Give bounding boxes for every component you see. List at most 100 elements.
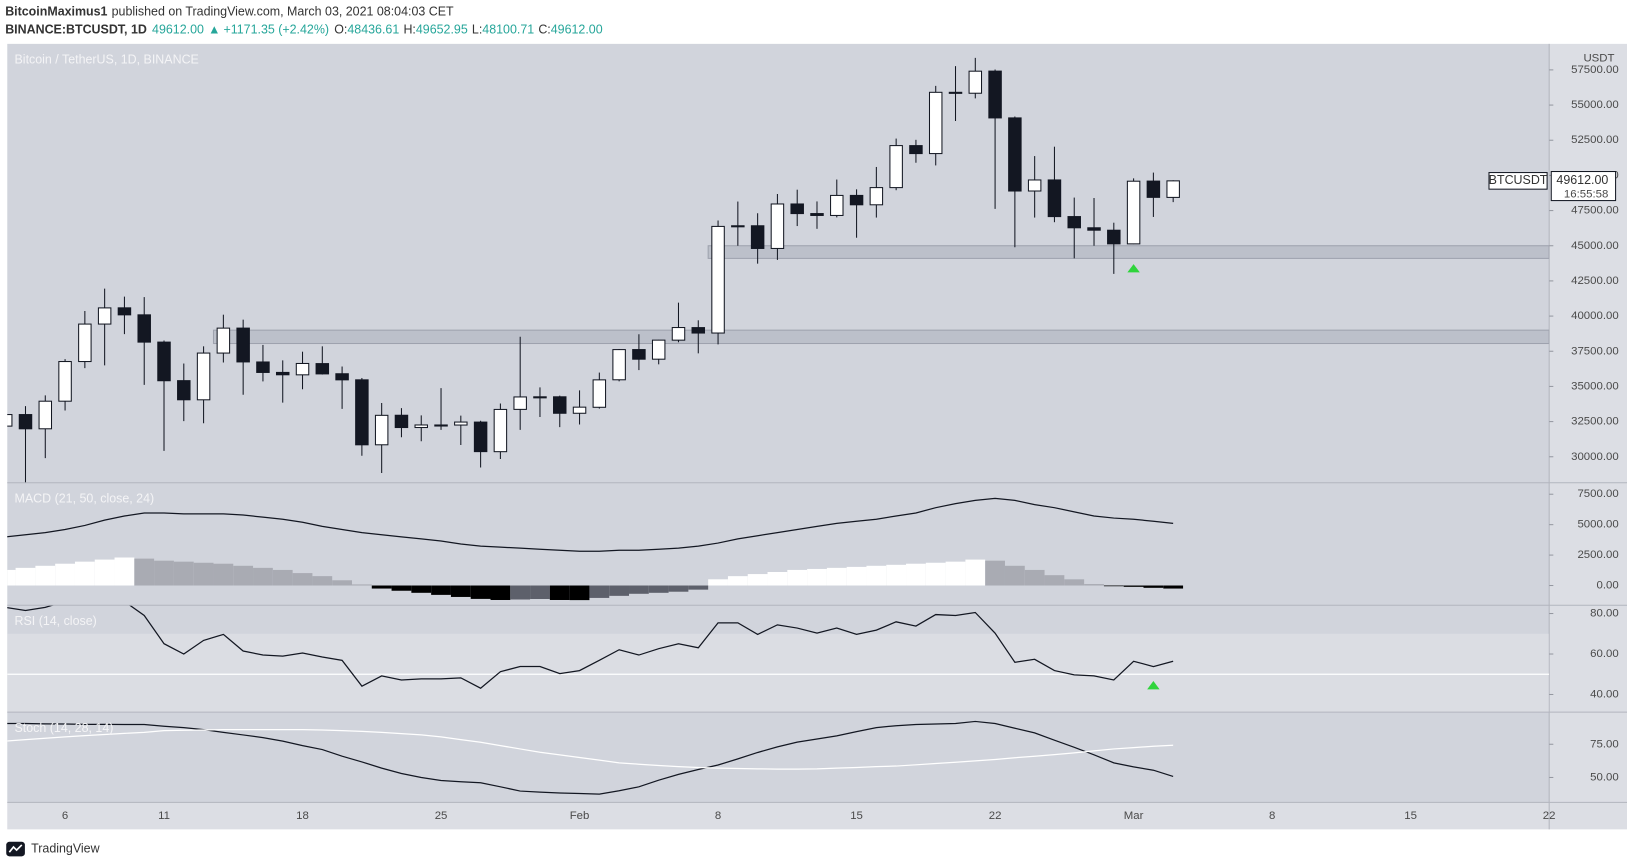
- pane-legend: MACD (21, 50, close, 24): [15, 492, 155, 506]
- histogram-bar: [688, 585, 709, 590]
- y-tick-label: 57500.00: [1571, 64, 1619, 76]
- pane-legend: RSI (14, close): [15, 614, 97, 628]
- histogram-bar: [233, 565, 254, 586]
- y-tick-label: 7500.00: [1577, 488, 1618, 500]
- y-tick-label: 40.00: [1590, 689, 1619, 701]
- candle-body: [830, 194, 844, 216]
- candle-body: [513, 396, 527, 410]
- y-tick-label: 0.00: [1596, 580, 1618, 592]
- candle-body: [157, 341, 171, 382]
- histogram-bar: [807, 568, 827, 586]
- histogram-bar: [985, 560, 1005, 586]
- histogram-bar: [15, 567, 36, 586]
- symbol[interactable]: BINANCE:BTCUSDT, 1D: [5, 23, 147, 37]
- candle-body: [671, 327, 686, 341]
- candle-body: [553, 396, 567, 414]
- candle-body: [315, 363, 330, 375]
- y-tick-label: 5000.00: [1577, 519, 1618, 531]
- histogram-bar: [727, 576, 748, 586]
- candle-body: [1027, 179, 1042, 192]
- histogram-bar: [1103, 585, 1124, 587]
- histogram-bar: [193, 562, 214, 586]
- price-tag-price: 49612.00: [1556, 173, 1608, 187]
- histogram-bar: [470, 585, 491, 599]
- y-tick-label: 30000.00: [1571, 451, 1619, 463]
- rsi-line: [7, 605, 1174, 689]
- histogram-bar: [173, 561, 194, 586]
- histogram-bar: [332, 580, 352, 586]
- histogram-bar: [549, 585, 570, 600]
- histogram-bar: [1024, 569, 1045, 586]
- histogram-bar: [569, 585, 590, 601]
- histogram-bar: [490, 585, 511, 600]
- candle-body: [711, 225, 725, 334]
- y-tick-label: 40000.00: [1571, 310, 1619, 322]
- x-tick-label: 22: [989, 810, 1002, 822]
- histogram-bar: [648, 585, 669, 593]
- histogram-bar: [846, 566, 867, 586]
- y-tick-label: 47500.00: [1571, 205, 1619, 217]
- candle-body: [790, 203, 804, 215]
- candle-body: [968, 70, 983, 94]
- candle-body: [592, 379, 607, 408]
- x-tick-label: 15: [1404, 810, 1417, 822]
- y-tick-label: 32500.00: [1571, 416, 1619, 428]
- change: +1171.35 (+2.42%): [223, 23, 329, 37]
- candle-body: [216, 327, 231, 354]
- candle-body: [394, 414, 409, 429]
- candle-body: [1107, 229, 1121, 245]
- pane: [7, 57, 1550, 483]
- candle-body: [1047, 179, 1062, 218]
- y-tick-label: 2500.00: [1577, 549, 1618, 561]
- signal-marker: [1127, 264, 1140, 273]
- pane: [7, 605, 1550, 713]
- signal-marker: [1147, 681, 1160, 690]
- price-tag-box: [1550, 171, 1617, 202]
- candle-body: [750, 225, 765, 249]
- y-tick-label: 37500.00: [1571, 345, 1619, 357]
- candle-body: [493, 408, 508, 453]
- pane: [7, 497, 1184, 601]
- x-tick-label: Mar: [1124, 810, 1144, 822]
- footer-logo: TradingView: [6, 841, 101, 857]
- candle-body: [295, 362, 310, 376]
- histogram-bar: [312, 576, 333, 586]
- candle-body: [612, 349, 626, 381]
- x-tick-label: 8: [715, 810, 721, 822]
- candle-body: [137, 314, 151, 343]
- candle-body: [1008, 117, 1022, 192]
- pane: [7, 720, 1174, 795]
- histogram-bar: [609, 585, 630, 596]
- y-tick-label: 45000.00: [1571, 240, 1619, 252]
- footer-brand[interactable]: TradingView: [31, 841, 100, 855]
- x-tick-label: Feb: [570, 810, 590, 822]
- candle-body: [869, 187, 884, 206]
- y-tick-label: 75.00: [1590, 738, 1619, 750]
- change-arrow: ▲: [208, 23, 220, 37]
- author[interactable]: BitcoinMaximus1: [5, 5, 107, 19]
- support-zone: [212, 329, 1550, 345]
- y-tick-label: 52500.00: [1571, 134, 1619, 146]
- y-tick-label: 80.00: [1590, 608, 1619, 620]
- candle-body: [988, 70, 1002, 119]
- chart-layer: Bitcoin / TetherUS, 1D, BINANCE 57500.00 5…: [7, 52, 1627, 822]
- candle-body: [731, 225, 745, 228]
- candle-body: [1087, 227, 1101, 231]
- stoch-line: [7, 720, 1174, 795]
- histogram-bar: [351, 584, 372, 586]
- candle-body: [1067, 216, 1081, 229]
- time-axis-background: [7, 802, 1627, 830]
- candle-body: [454, 421, 468, 426]
- candle-body: [196, 352, 211, 401]
- x-tick-label: 22: [1543, 810, 1556, 822]
- candle-body: [355, 379, 369, 446]
- histogram-bar: [94, 559, 115, 586]
- histogram-bar: [668, 585, 689, 592]
- candle-body: [18, 414, 33, 430]
- candle-body: [38, 400, 53, 430]
- price-tag-countdown: 16:55:58: [1564, 188, 1608, 200]
- pane-legend: Stoch (14, 28, 14): [15, 721, 114, 735]
- histogram-bar: [134, 558, 155, 586]
- price-tag-symbol: BTCUSDT: [1489, 173, 1548, 187]
- candle-body: [335, 373, 349, 381]
